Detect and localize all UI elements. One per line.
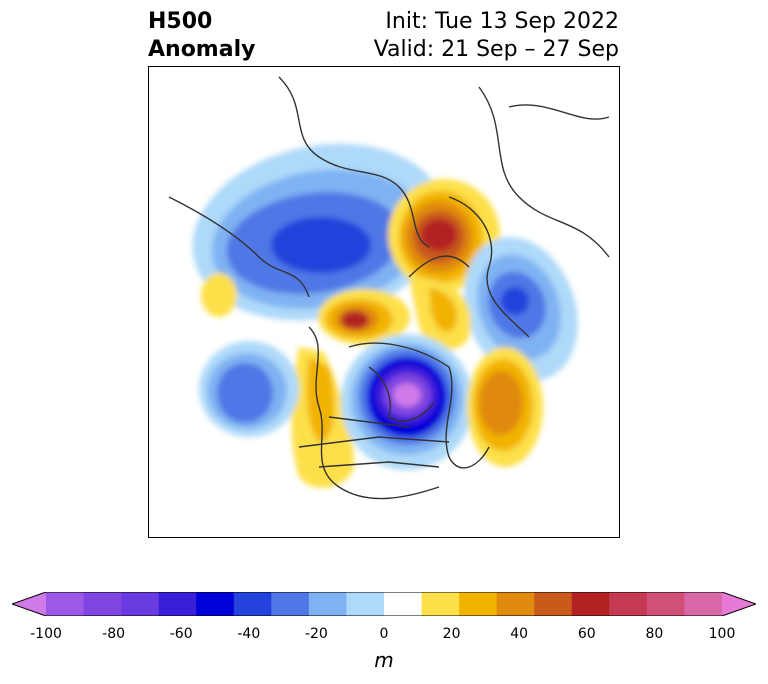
colorbar-tick-label: 60 (577, 626, 596, 642)
colorbar-tick-label: -80 (102, 626, 126, 642)
colorbar-segment (121, 592, 160, 616)
colorbar-tick-label: -40 (237, 626, 261, 642)
colorbar-segment (534, 592, 573, 616)
colorbar-tick-label: 100 (708, 626, 736, 642)
colorbar-low-extension (12, 592, 46, 616)
init-date: Init: Tue 13 Sep 2022 (385, 9, 619, 34)
colorbar-segment (46, 592, 85, 616)
low-anomaly-pacific (199, 341, 299, 437)
colorbar-segment (496, 592, 535, 616)
colorbar-unit-label: m (374, 648, 394, 672)
anomaly-map (148, 66, 620, 538)
colorbar-segment (233, 592, 272, 616)
high-anomaly-west-na (291, 347, 354, 488)
low-anomaly-hudson-bay (341, 334, 473, 470)
colorbar-segment (646, 592, 685, 616)
colorbar-segment (421, 592, 460, 616)
title-variable: H500 (148, 9, 213, 34)
high-anomaly-atlantic (467, 347, 543, 467)
high-anomaly-pacific (201, 273, 237, 317)
colorbar-tick-label: 20 (442, 626, 461, 642)
colorbar-tick-label: 40 (510, 626, 529, 642)
low-anomaly-northwest (192, 143, 446, 321)
high-anomaly-arctic (388, 179, 500, 291)
colorbar-segments (46, 592, 723, 616)
colorbar-segment (158, 592, 197, 616)
colorbar-tick-label: -100 (30, 626, 62, 642)
colorbar-segment (83, 592, 122, 616)
colorbar-tick-label: -60 (169, 626, 193, 642)
colorbar-tick-label: 0 (379, 626, 389, 642)
colorbar-segment (271, 592, 310, 616)
colorbar-segment (196, 592, 235, 616)
colorbar (12, 592, 756, 616)
high-anomaly-ridge-core (429, 287, 458, 332)
coastlines (168, 76, 610, 500)
colorbar-segment (308, 592, 347, 616)
colorbar-segment (609, 592, 648, 616)
map-svg (168, 76, 610, 500)
title-field: Anomaly (148, 37, 256, 62)
colorbar-segment (459, 592, 498, 616)
colorbar-segment (571, 592, 610, 616)
forecast-dates: Init: Tue 13 Sep 2022 Valid: 21 Sep – 27… (374, 8, 619, 64)
colorbar-tick-label: 80 (645, 626, 664, 642)
valid-range: Valid: 21 Sep – 27 Sep (373, 37, 619, 62)
colorbar-segment (384, 592, 423, 616)
colorbar-tick-label: -20 (304, 626, 328, 642)
colorbar-segment (346, 592, 385, 616)
map-title: H500 Anomaly (148, 8, 255, 64)
colorbar-high-extension (722, 592, 756, 616)
low-anomaly-east (464, 237, 578, 381)
high-anomaly-alaska (318, 289, 410, 345)
colorbar-segment (684, 592, 723, 616)
